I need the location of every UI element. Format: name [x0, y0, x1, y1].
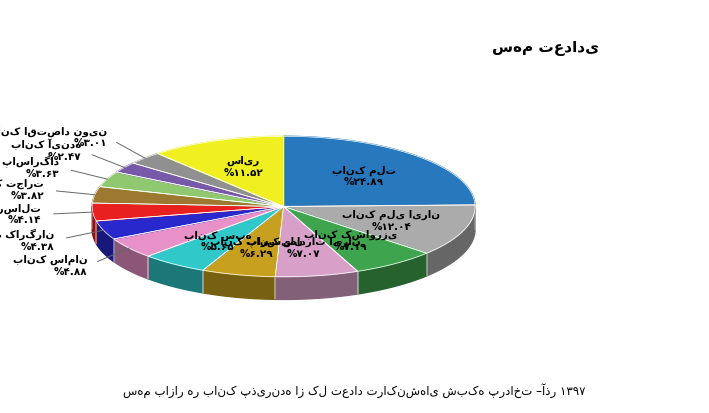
- Polygon shape: [284, 206, 427, 271]
- Text: بانک ملی ایران
%۱۲.۰۴: بانک ملی ایران %۱۲.۰۴: [342, 210, 440, 232]
- Polygon shape: [284, 136, 475, 206]
- Text: بانک آینده
%۲.۴۷: بانک آینده %۲.۴۷: [11, 139, 82, 162]
- Text: سایر
%۱۱.۵۲: سایر %۱۱.۵۲: [223, 156, 263, 178]
- Polygon shape: [96, 221, 114, 262]
- Polygon shape: [133, 154, 284, 206]
- Polygon shape: [357, 253, 427, 294]
- Text: بانک سامان
%۴.۸۸: بانک سامان %۴.۸۸: [13, 255, 87, 277]
- Polygon shape: [114, 206, 284, 256]
- Polygon shape: [148, 206, 284, 270]
- Polygon shape: [203, 206, 284, 277]
- Polygon shape: [284, 205, 475, 253]
- Text: بانک کشاورزی
%۷.۱۹: بانک کشاورزی %۷.۱۹: [303, 230, 397, 252]
- Text: بانک تجارت
%۳.۸۲: بانک تجارت %۳.۸۲: [0, 179, 44, 201]
- Text: بانک قرض الحسنه رسالت
%۴.۱۴: بانک قرض الحسنه رسالت %۴.۱۴: [0, 204, 41, 225]
- Polygon shape: [158, 136, 284, 206]
- Text: بانک ملت
%۲۴.۸۹: بانک ملت %۲۴.۸۹: [332, 166, 396, 187]
- Text: سهم تعدادی: سهم تعدادی: [492, 41, 600, 56]
- Polygon shape: [117, 163, 284, 206]
- Text: بانک رفاه کارگران
%۴.۳۸: بانک رفاه کارگران %۴.۳۸: [0, 229, 55, 252]
- Text: سهم بازار هر بانک پذیرنده از کل تعداد تراکنش‌های شبکه پرداخت –آذر ۱۳۹۷: سهم بازار هر بانک پذیرنده از کل تعداد تر…: [123, 383, 586, 398]
- Polygon shape: [96, 206, 284, 239]
- Text: بانک صادرات ایران
%۷.۰۷: بانک صادرات ایران %۷.۰۷: [247, 237, 361, 259]
- Polygon shape: [92, 187, 284, 206]
- Polygon shape: [100, 172, 284, 206]
- Text: بانک پارسیان
%۶.۲۹: بانک پارسیان %۶.۲۹: [210, 236, 303, 259]
- Text: بانک اقتصاد نوین
%۳.۰۱: بانک اقتصاد نوین %۳.۰۱: [0, 126, 107, 148]
- Polygon shape: [148, 256, 203, 293]
- Polygon shape: [92, 203, 284, 221]
- Polygon shape: [275, 271, 357, 299]
- Polygon shape: [427, 207, 475, 276]
- Text: بانک سپه
%۵.۶۵: بانک سپه %۵.۶۵: [184, 230, 252, 252]
- Polygon shape: [114, 239, 148, 279]
- Polygon shape: [92, 207, 96, 244]
- Text: بانک پاسارگاد
%۳.۶۳: بانک پاسارگاد %۳.۶۳: [0, 156, 60, 179]
- Polygon shape: [275, 206, 357, 277]
- Polygon shape: [203, 270, 275, 299]
